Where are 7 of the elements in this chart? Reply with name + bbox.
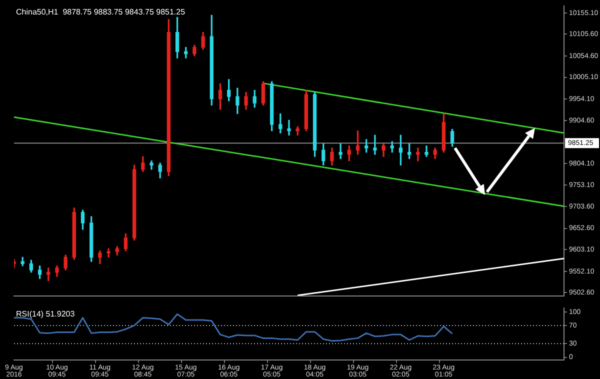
candlestick [424,146,428,157]
candlestick [338,143,342,160]
chart-title: RSI(14) 51.9203 [16,309,76,318]
candlestick [373,134,377,155]
chart-title: China50,H1 9878.75 9883.75 9843.75 9851.25 [16,7,186,16]
candlestick [287,120,291,136]
candlestick [106,248,110,258]
